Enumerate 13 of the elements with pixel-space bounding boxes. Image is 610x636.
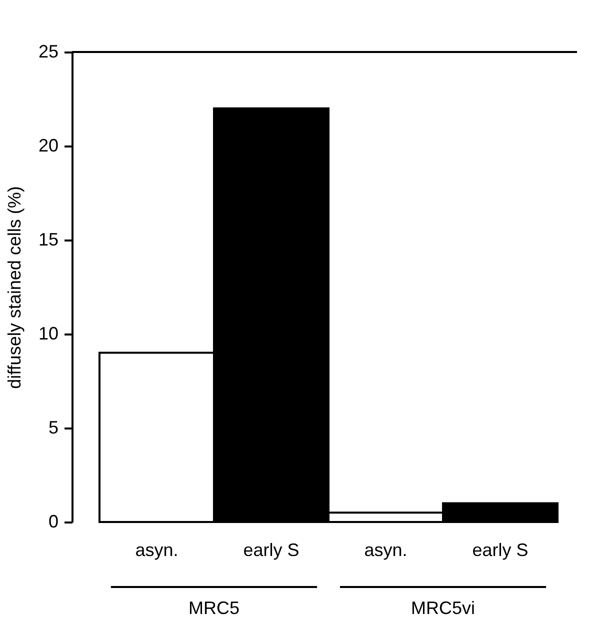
x-tick-label: early S	[472, 540, 528, 560]
y-tick-label: 10	[38, 324, 58, 344]
text: MRC5	[188, 598, 240, 618]
x-tick-label: asyn.	[364, 540, 408, 560]
x-tick-label: asyn.	[135, 540, 178, 560]
y-tick-label: 5	[48, 418, 58, 438]
y-tick-label: 20	[38, 136, 58, 156]
y-tick-label: 15	[38, 230, 58, 250]
x-tick-label: early S	[243, 540, 300, 560]
text: MRC5vi	[411, 598, 476, 618]
y-tick-label: 25	[38, 42, 58, 62]
y-tick-label: 0	[48, 512, 58, 532]
y-axis-title: diffusely stained cells (%)	[4, 186, 24, 389]
